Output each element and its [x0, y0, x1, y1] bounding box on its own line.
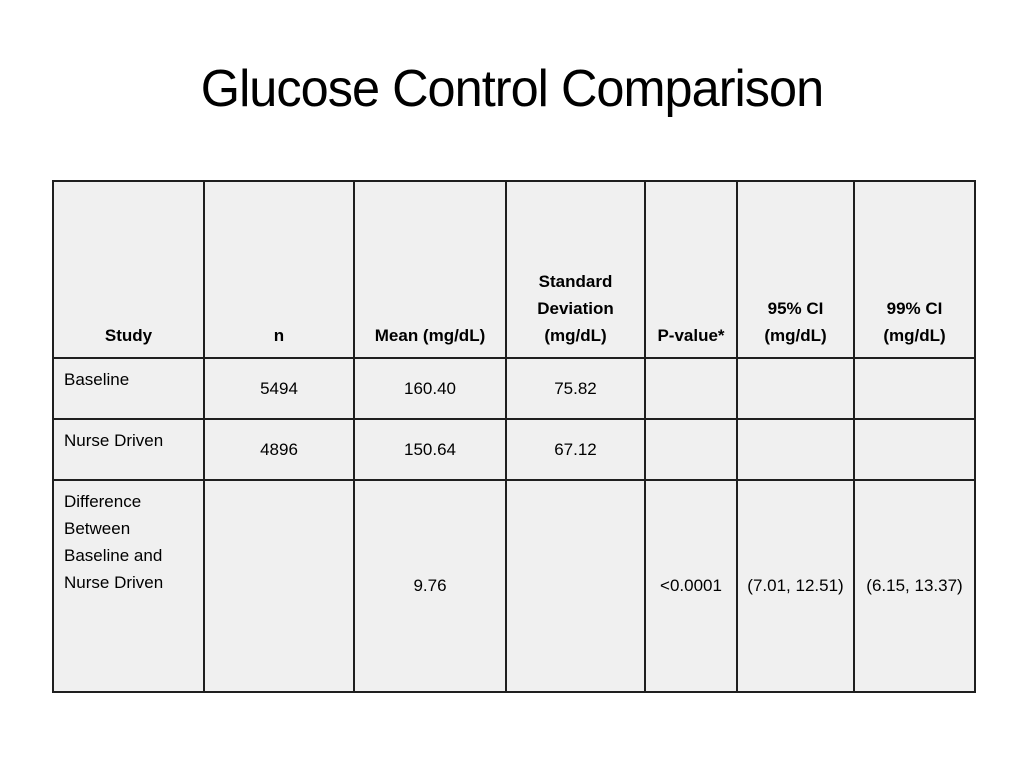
header-cell-ci95: 95% CI (mg/dL)	[736, 180, 855, 359]
cell-study: Baseline	[52, 357, 205, 420]
cell-n: 4896	[203, 418, 355, 481]
cell-mean: 9.76	[353, 479, 507, 693]
cell-n: 5494	[203, 357, 355, 420]
cell-pvalue: <0.0001	[644, 479, 738, 693]
cell-ci95	[736, 357, 855, 420]
cell-ci95: (7.01, 12.51)	[736, 479, 855, 693]
header-cell-sd: Standard Deviation (mg/dL)	[505, 180, 646, 359]
header-cell-mean: Mean (mg/dL)	[353, 180, 507, 359]
cell-mean: 160.40	[353, 357, 507, 420]
cell-pvalue	[644, 418, 738, 481]
header-cell-pvalue: P-value*	[644, 180, 738, 359]
cell-sd: 75.82	[505, 357, 646, 420]
cell-study: Difference Between Baseline and Nurse Dr…	[52, 479, 205, 693]
cell-n	[203, 479, 355, 693]
slide-title: Glucose Control Comparison	[200, 60, 824, 118]
cell-ci99	[853, 418, 976, 481]
cell-mean: 150.64	[353, 418, 507, 481]
table-row-nurse-driven: Nurse Driven 4896 150.64 67.12	[52, 418, 976, 481]
cell-pvalue	[644, 357, 738, 420]
header-cell-study: Study	[52, 180, 205, 359]
glucose-stats-table: Study n Mean (mg/dL) Standard Deviation …	[52, 180, 976, 693]
cell-study: Nurse Driven	[52, 418, 205, 481]
cell-ci99	[853, 357, 976, 420]
cell-sd: 67.12	[505, 418, 646, 481]
table-row-difference: Difference Between Baseline and Nurse Dr…	[52, 479, 976, 693]
header-cell-n: n	[203, 180, 355, 359]
cell-sd	[505, 479, 646, 693]
cell-ci95	[736, 418, 855, 481]
cell-ci99: (6.15, 13.37)	[853, 479, 976, 693]
table-row-baseline: Baseline 5494 160.40 75.82	[52, 357, 976, 420]
table-header-row: Study n Mean (mg/dL) Standard Deviation …	[52, 180, 976, 359]
header-cell-ci99: 99% CI (mg/dL)	[853, 180, 976, 359]
